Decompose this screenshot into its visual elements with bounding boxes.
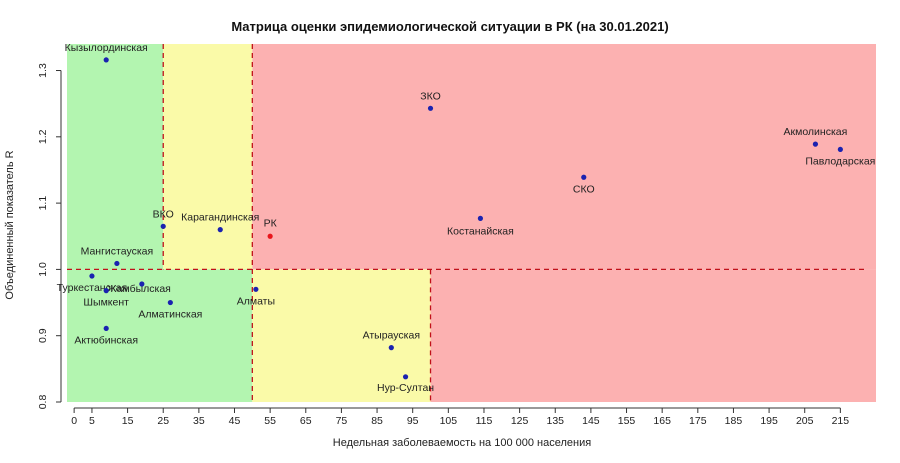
risk-zones [67, 44, 876, 402]
data-label-12: Шымкент [83, 297, 129, 309]
x-tick-label-35: 35 [193, 415, 205, 427]
data-label-14: Алматинская [138, 309, 202, 321]
data-label-8: РК [264, 217, 278, 229]
x-tick-label-215: 215 [832, 415, 850, 427]
data-point-13 [253, 286, 259, 292]
data-label-16: Атырауская [363, 330, 420, 342]
y-tick-label-3: 1.1 [37, 196, 49, 211]
x-tick-label-25: 25 [157, 415, 169, 427]
data-label-15: Актюбинская [74, 334, 138, 346]
x-tick-label-125: 125 [511, 415, 529, 427]
data-label-5: Костанайская [447, 225, 514, 237]
x-tick-label-135: 135 [546, 415, 564, 427]
x-tick-label-205: 205 [796, 415, 814, 427]
data-point-1 [427, 105, 434, 111]
y-tick-label-0: 0.8 [37, 395, 49, 410]
x-tick-label-175: 175 [689, 415, 707, 427]
x-tick-label-45: 45 [229, 415, 241, 427]
data-point-9 [114, 260, 120, 267]
data-label-6: ВКО [153, 208, 174, 220]
x-tick-label-155: 155 [618, 415, 636, 427]
data-point-0 [103, 57, 109, 63]
x-tick-label-185: 185 [725, 415, 743, 427]
data-point-7 [217, 227, 223, 233]
data-point-5 [477, 215, 484, 221]
zone-1 [163, 44, 253, 270]
x-axis-label: Недельная заболеваемость на 100 000 насе… [333, 437, 591, 449]
zone-4 [252, 269, 431, 402]
data-point-15 [103, 325, 109, 332]
data-point-11 [89, 273, 95, 279]
x-tick-label-165: 165 [653, 415, 671, 427]
y-tick-label-2: 1.0 [37, 262, 49, 277]
x-tick-label-115: 115 [476, 415, 493, 427]
data-point-4 [581, 174, 587, 180]
y-axis-label: Объединенный показатель R [4, 150, 16, 299]
data-label-11: Туркестанская [57, 282, 128, 294]
data-label-10: Жамбылская [107, 283, 171, 295]
data-point-16 [388, 345, 394, 351]
chart-title: Матрица оценки эпидемиологической ситуац… [231, 19, 668, 34]
zone-3 [67, 269, 253, 402]
x-tick-label-95: 95 [407, 415, 419, 427]
x-tick-label-5: 5 [89, 415, 95, 427]
x-tick-label-195: 195 [760, 415, 778, 427]
x-tick-label-105: 105 [440, 415, 458, 427]
y-tick-label-1: 0.9 [37, 328, 49, 343]
y-tick-label-4: 1.2 [37, 129, 49, 144]
data-point-8 [267, 233, 273, 239]
x-tick-label-85: 85 [371, 415, 383, 427]
data-label-0: Кызылординская [65, 42, 148, 54]
data-label-13: Алматы [237, 295, 275, 307]
x-tick-label-55: 55 [264, 415, 276, 427]
data-point-17 [402, 374, 409, 380]
x-tick-label-15: 15 [122, 415, 134, 427]
x-tick-label-75: 75 [336, 415, 348, 427]
data-point-3 [837, 146, 843, 153]
axes: 0 5 15 25 35 45 55 65 75 85 95 105 115 125 135 145 155 16… [37, 63, 849, 427]
data-label-2: Акмолинская [784, 126, 848, 138]
zone-5 [430, 269, 876, 402]
y-tick-label-5: 1.3 [37, 63, 49, 78]
data-label-17: Нур-Султан [377, 382, 434, 394]
data-point-6 [160, 223, 166, 229]
data-label-9: Мангистауская [81, 245, 154, 257]
data-point-2 [812, 141, 819, 147]
data-point-10 [139, 281, 145, 287]
zone-2 [252, 44, 876, 270]
threshold-lines [67, 44, 868, 402]
data-points: Кызылординская ЗКО Акмолинская Павлодарская… [57, 42, 876, 394]
data-label-7: Карагандинская [181, 212, 259, 224]
data-point-14 [167, 299, 173, 306]
x-tick-label-145: 145 [582, 415, 600, 427]
data-label-1: ЗКО [420, 90, 441, 102]
data-label-4: СКО [573, 183, 595, 195]
zone-0 [67, 44, 164, 270]
data-point-12 [103, 288, 109, 294]
data-label-3: Павлодарская [805, 155, 875, 167]
x-tick-label-65: 65 [300, 415, 312, 427]
x-tick-label-0: 0 [71, 415, 77, 427]
